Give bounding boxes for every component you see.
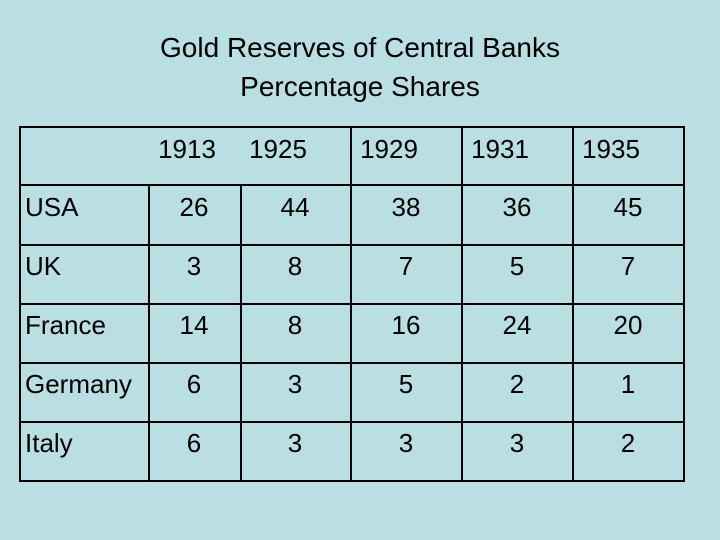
table-cell: 8 xyxy=(287,251,303,281)
table-cell: 6 xyxy=(186,428,202,458)
table-cell: 3 xyxy=(509,428,525,458)
table-rule-row4 xyxy=(19,421,685,423)
table-cell: 7 xyxy=(620,251,636,281)
page-title: Gold Reserves of Central Banks xyxy=(160,32,560,63)
table-cell: 20 xyxy=(613,310,643,340)
table-cell: 44 xyxy=(280,192,310,222)
table-cell: 5 xyxy=(398,369,414,399)
row-label: USA xyxy=(25,192,79,222)
column-header: 1935 xyxy=(582,134,640,164)
table-rule-right xyxy=(683,126,685,482)
table-rule-header xyxy=(19,184,685,186)
table-rule-row2 xyxy=(19,303,685,305)
table-cell: 1 xyxy=(620,369,636,399)
table-cell: 2 xyxy=(509,369,525,399)
table-rule-col3 xyxy=(350,126,352,482)
table-cell: 14 xyxy=(179,310,209,340)
table-cell: 3 xyxy=(287,369,303,399)
table-cell: 6 xyxy=(186,369,202,399)
table-cell: 3 xyxy=(287,428,303,458)
column-header: 1913 xyxy=(158,134,216,164)
table-cell: 36 xyxy=(502,192,532,222)
row-label: Germany xyxy=(25,369,132,399)
table-rule-bottom xyxy=(19,480,685,482)
row-label: Italy xyxy=(25,428,73,458)
table-rule-col5 xyxy=(572,126,574,482)
page-subtitle: Percentage Shares xyxy=(240,71,480,102)
column-header: 1929 xyxy=(360,134,418,164)
table-rule-col2 xyxy=(240,184,242,482)
column-header: 1931 xyxy=(471,134,529,164)
table-cell: 7 xyxy=(398,251,414,281)
table-cell: 26 xyxy=(179,192,209,222)
table-cell: 2 xyxy=(620,428,636,458)
table-cell: 24 xyxy=(502,310,532,340)
row-label: UK xyxy=(25,251,62,281)
row-label: France xyxy=(25,310,106,340)
table-rule-col4 xyxy=(461,126,463,482)
table-rule-row1 xyxy=(19,244,685,246)
table-cell: 3 xyxy=(398,428,414,458)
table-cell: 5 xyxy=(509,251,525,281)
table-cell: 38 xyxy=(391,192,421,222)
table-rule-col1 xyxy=(148,184,150,482)
table-cell: 16 xyxy=(391,310,421,340)
table-cell: 45 xyxy=(613,192,643,222)
table-rule-row3 xyxy=(19,362,685,364)
column-header: 1925 xyxy=(249,134,307,164)
data-table: 1913 1925 1929 1931 1935 USA UK France G… xyxy=(19,126,685,482)
table-rule-left xyxy=(19,126,21,482)
table-cell: 3 xyxy=(186,251,202,281)
table-cell: 8 xyxy=(287,310,303,340)
table-rule-top xyxy=(19,126,685,128)
